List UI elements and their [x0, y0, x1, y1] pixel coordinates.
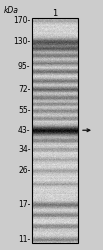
- Text: 43-: 43-: [18, 126, 30, 135]
- Bar: [32, 18, 78, 243]
- Text: 26-: 26-: [18, 166, 30, 175]
- Text: 55-: 55-: [18, 106, 30, 115]
- Text: 72-: 72-: [18, 84, 30, 94]
- Text: kDa: kDa: [4, 6, 19, 15]
- Text: 11-: 11-: [18, 235, 30, 244]
- Text: 1: 1: [52, 8, 58, 18]
- Text: 17-: 17-: [18, 200, 30, 209]
- Bar: [32, 18, 78, 243]
- Text: 34-: 34-: [18, 144, 30, 154]
- Text: 170-: 170-: [13, 16, 30, 25]
- Text: 130-: 130-: [13, 37, 30, 46]
- Text: 95-: 95-: [18, 62, 30, 71]
